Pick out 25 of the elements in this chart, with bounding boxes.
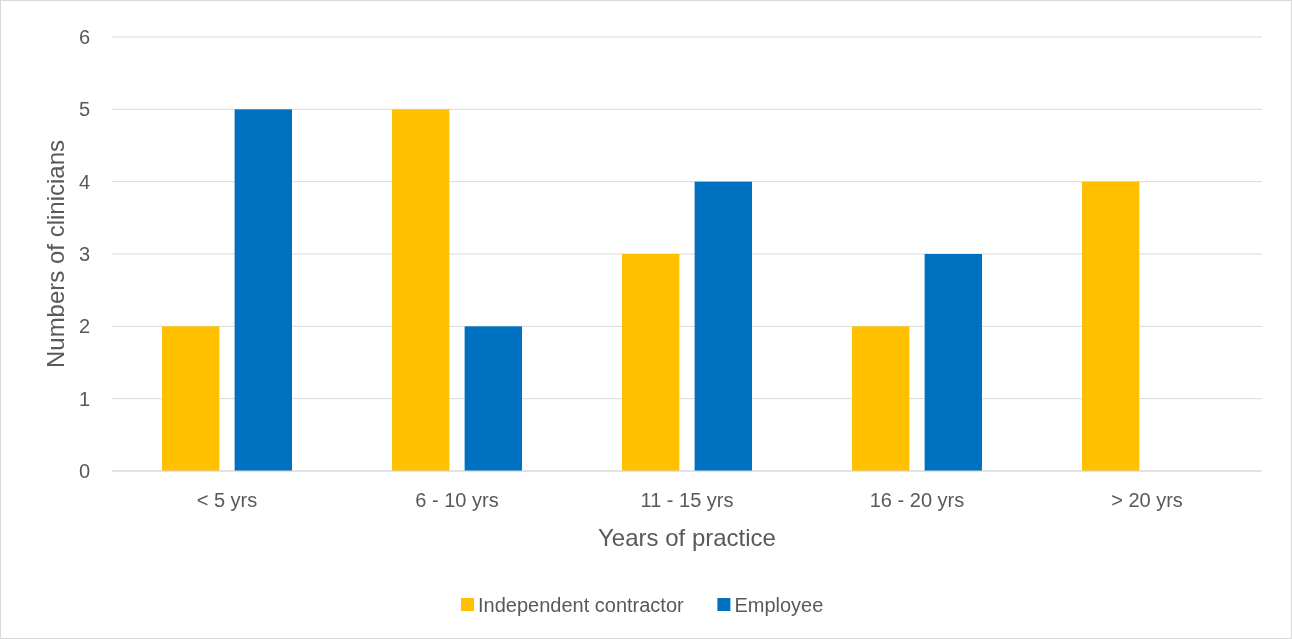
y-tick-label: 0 <box>78 460 90 482</box>
x-tick-label: < 5 yrs <box>196 489 258 511</box>
bar <box>1082 181 1140 471</box>
bar <box>234 109 292 471</box>
y-tick-label: 1 <box>78 387 90 410</box>
bar <box>852 326 910 471</box>
bar <box>622 254 680 471</box>
y-tick-label: 6 <box>78 26 90 48</box>
bar <box>464 326 522 471</box>
y-axis-title: Numbers of clinicians <box>42 139 69 369</box>
legend-label: Independent contractor <box>478 594 685 616</box>
x-tick-label: 11 - 15 yrs <box>640 489 734 511</box>
x-tick-label: 6 - 10 yrs <box>415 489 499 511</box>
y-tick-label: 2 <box>78 315 90 338</box>
bar <box>694 181 752 471</box>
y-tick-label: 4 <box>78 170 90 193</box>
y-tick-label: 3 <box>78 243 90 265</box>
x-tick-label: > 20 yrs <box>1111 489 1183 511</box>
x-axis-title: Years of practice <box>598 524 776 551</box>
legend-label: Employee <box>734 594 824 616</box>
bar <box>162 326 220 471</box>
y-tick-label: 5 <box>78 98 90 121</box>
bar <box>924 254 982 471</box>
x-tick-label: 16 - 20 yrs <box>869 489 965 511</box>
bar <box>392 109 450 471</box>
